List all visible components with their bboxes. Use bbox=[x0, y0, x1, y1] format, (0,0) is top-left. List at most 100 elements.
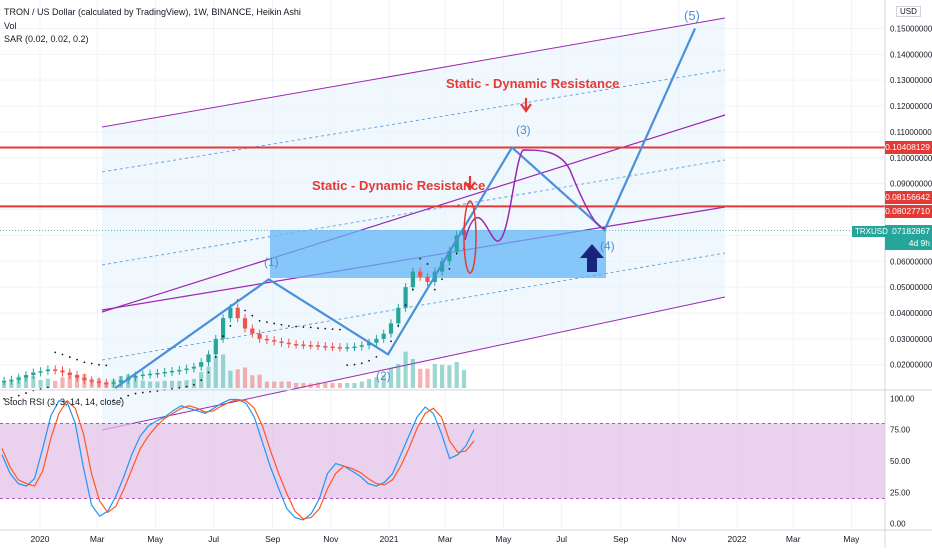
sar-dot bbox=[273, 322, 276, 325]
candle-body bbox=[75, 375, 80, 378]
candle-body bbox=[425, 276, 430, 282]
candle-body bbox=[2, 380, 7, 383]
volume-bar bbox=[126, 374, 131, 388]
time-tick-label: Mar bbox=[438, 534, 453, 544]
badge-last-price-time: 4d 9h bbox=[885, 237, 932, 250]
volume-bar bbox=[191, 378, 196, 388]
volume-bar bbox=[148, 381, 153, 388]
volume-bar bbox=[162, 380, 167, 388]
sar-dot bbox=[185, 385, 188, 388]
volume-bar bbox=[60, 377, 65, 388]
candle-body bbox=[403, 287, 408, 308]
sar-dot bbox=[266, 321, 268, 324]
volume-bar bbox=[410, 359, 415, 388]
volume-bar bbox=[235, 369, 240, 388]
sar-dot bbox=[76, 358, 78, 361]
sar-dot bbox=[141, 391, 144, 394]
symbol-tag[interactable]: TRXUSD bbox=[852, 226, 891, 237]
volume-bar bbox=[257, 374, 262, 388]
candle-body bbox=[235, 307, 240, 319]
price-tick-label: 0.03000000 bbox=[890, 335, 932, 344]
volume-bar bbox=[89, 378, 94, 388]
volume-bar bbox=[308, 383, 313, 388]
sar-dot bbox=[441, 278, 443, 281]
sar-dot bbox=[105, 364, 108, 367]
sar-dot bbox=[10, 396, 13, 399]
sar-dot bbox=[127, 394, 130, 397]
candle-body bbox=[418, 271, 423, 277]
sar-dot bbox=[229, 324, 232, 327]
volume-bar bbox=[169, 380, 175, 388]
sar-dot bbox=[258, 319, 261, 322]
volume-bar bbox=[396, 364, 401, 388]
volume-bar bbox=[367, 379, 372, 388]
time-tick-label: May bbox=[495, 534, 512, 544]
badge-resistance-lower: 0.08027710 bbox=[885, 205, 932, 218]
volume-bar bbox=[133, 376, 138, 388]
wave-label-5: (5) bbox=[684, 8, 700, 23]
volume-bar bbox=[374, 377, 379, 388]
price-tick-label: 0.04000000 bbox=[890, 309, 932, 318]
volume-bar bbox=[206, 366, 211, 388]
volume-bar bbox=[45, 378, 50, 388]
vol-legend[interactable]: Vol bbox=[4, 21, 17, 31]
candle-body bbox=[454, 235, 459, 251]
volume-bar bbox=[118, 376, 123, 388]
candle-body bbox=[279, 341, 284, 343]
sar-legend[interactable]: SAR (0.02, 0.02, 0.2) bbox=[4, 34, 89, 44]
sar-dot bbox=[193, 383, 195, 386]
stoch-band bbox=[0, 423, 885, 499]
candle-body bbox=[410, 271, 415, 288]
candle-body bbox=[359, 345, 364, 347]
badge-resistance-upper: 0.10408129 bbox=[885, 141, 932, 154]
resistance-arrow-head bbox=[520, 103, 532, 113]
sar-dot bbox=[47, 386, 49, 389]
price-tick-label: 0.02000000 bbox=[890, 361, 932, 370]
wave-label-2: (2) bbox=[376, 369, 391, 383]
candle-body bbox=[16, 377, 21, 380]
volume-bar bbox=[440, 364, 445, 388]
candle-body bbox=[169, 370, 175, 373]
candle-body bbox=[67, 372, 72, 376]
candle-body bbox=[396, 307, 401, 324]
stoch-legend[interactable]: Stoch RSI (3, 3, 14, 14, close) bbox=[4, 397, 125, 407]
volume-bar bbox=[323, 382, 328, 388]
sar-dot bbox=[397, 324, 400, 327]
price-tick-label: 0.09000000 bbox=[890, 180, 932, 189]
time-tick-label: Jul bbox=[208, 534, 219, 544]
volume-bar bbox=[221, 354, 226, 388]
time-tick-label: Sep bbox=[613, 534, 628, 544]
currency-label[interactable]: USD bbox=[896, 6, 921, 17]
volume-bar bbox=[345, 382, 350, 388]
volume-bar bbox=[177, 380, 182, 388]
candle-body bbox=[53, 369, 58, 371]
volume-bar bbox=[454, 362, 459, 388]
time-tick-label: Nov bbox=[323, 534, 339, 544]
stoch-tick-label: 50.00 bbox=[890, 457, 911, 466]
sar-dot bbox=[98, 363, 100, 366]
channel-bottom bbox=[101, 296, 726, 431]
resistance-arrow-head bbox=[464, 181, 476, 191]
candle-body bbox=[272, 340, 277, 342]
candle-body bbox=[301, 344, 306, 347]
sar-dot bbox=[17, 394, 20, 397]
volume-bar bbox=[16, 376, 21, 388]
sar-dot bbox=[331, 328, 334, 331]
candle-body bbox=[337, 347, 342, 349]
sar-dot bbox=[112, 399, 115, 402]
candle-body bbox=[323, 346, 328, 348]
candle-body bbox=[374, 338, 379, 343]
price-tick-label: 0.10000000 bbox=[890, 154, 932, 163]
stoch-d-line bbox=[1, 398, 475, 520]
price-channel bbox=[0, 17, 885, 431]
volume-bar bbox=[403, 351, 408, 388]
candle-body bbox=[199, 362, 204, 367]
sar-dot bbox=[426, 263, 429, 265]
chart-title[interactable]: TRON / US Dollar (calculated by TradingV… bbox=[4, 7, 301, 17]
sar-dot bbox=[309, 326, 312, 329]
highlight-ellipse bbox=[463, 200, 477, 274]
time-tick-label: Mar bbox=[90, 534, 105, 544]
candle-body bbox=[257, 333, 262, 339]
